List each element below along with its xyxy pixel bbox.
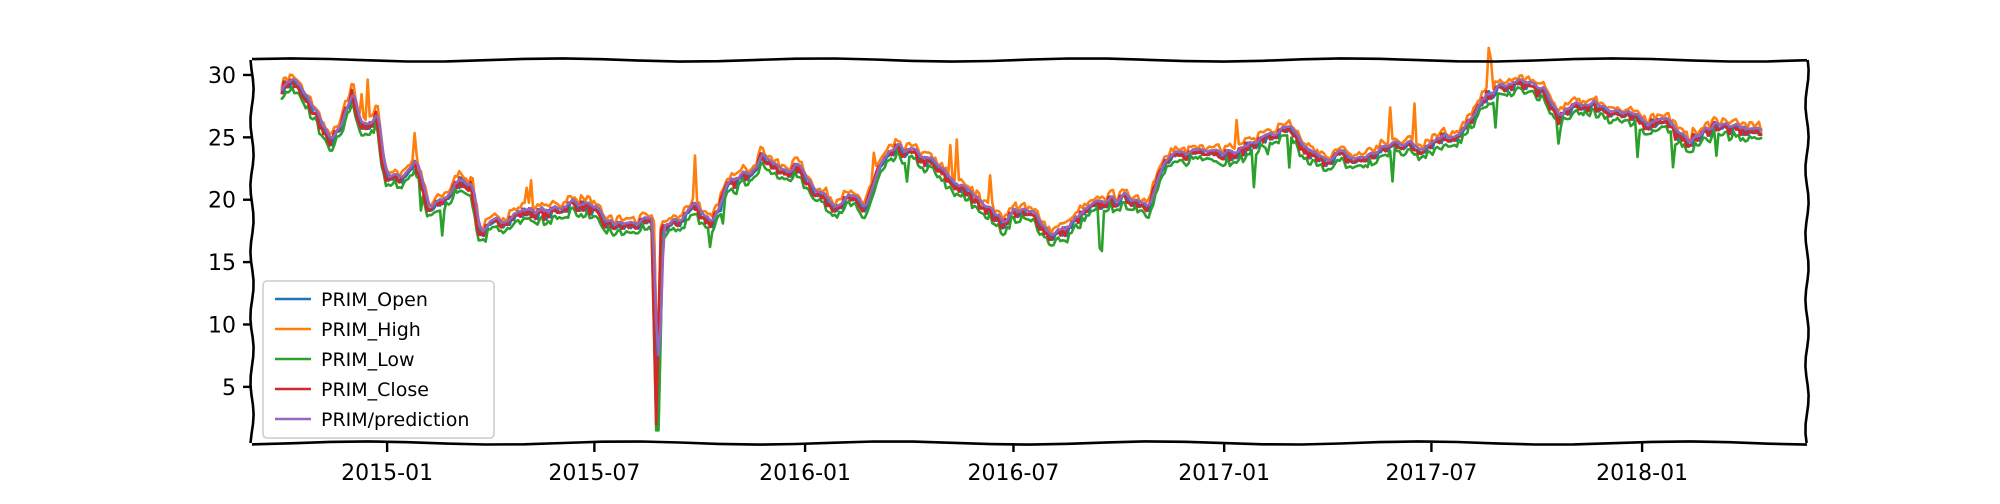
y-tick-label: 20 [208, 189, 236, 214]
legend-label: PRIM_Open [321, 289, 428, 311]
series-line-prim-prediction [280, 78, 1763, 357]
y-tick-label: 5 [222, 376, 236, 401]
y-tick-label: 15 [208, 251, 236, 276]
x-tick-label: 2016-01 [759, 461, 851, 486]
y-tick-label: 30 [208, 64, 236, 89]
x-tick-label: 2016-07 [968, 461, 1060, 486]
series-line-prim-high [280, 46, 1763, 322]
x-tick-label: 2015-07 [548, 461, 640, 486]
series-layer [280, 46, 1763, 432]
y-tick-label: 25 [208, 126, 236, 151]
x-tick-label: 2015-01 [341, 461, 433, 486]
legend-box [262, 280, 495, 439]
legend-label: PRIM_Close [321, 379, 429, 401]
axes-layer: 5 10 15 20 25 30 2015-01 2015-07 2016-01 2016-07 2… [208, 64, 1688, 486]
legend-label: PRIM_High [321, 319, 421, 341]
plot-frame [249, 57, 1810, 446]
x-tick-label: 2017-07 [1385, 461, 1477, 486]
y-tick-label: 10 [208, 313, 236, 338]
legend-label: PRIM/prediction [321, 409, 469, 431]
legend: PRIM_Open PRIM_High PRIM_Low PRIM_Close PRIM… [262, 280, 495, 439]
legend-label: PRIM_Low [321, 349, 415, 371]
x-tick-label: 2018-01 [1596, 461, 1688, 486]
series-line-prim-close [280, 78, 1763, 426]
x-tick-label: 2017-01 [1178, 461, 1270, 486]
series-line-prim-open [280, 78, 1763, 426]
series-line-prim-low [280, 85, 1763, 432]
